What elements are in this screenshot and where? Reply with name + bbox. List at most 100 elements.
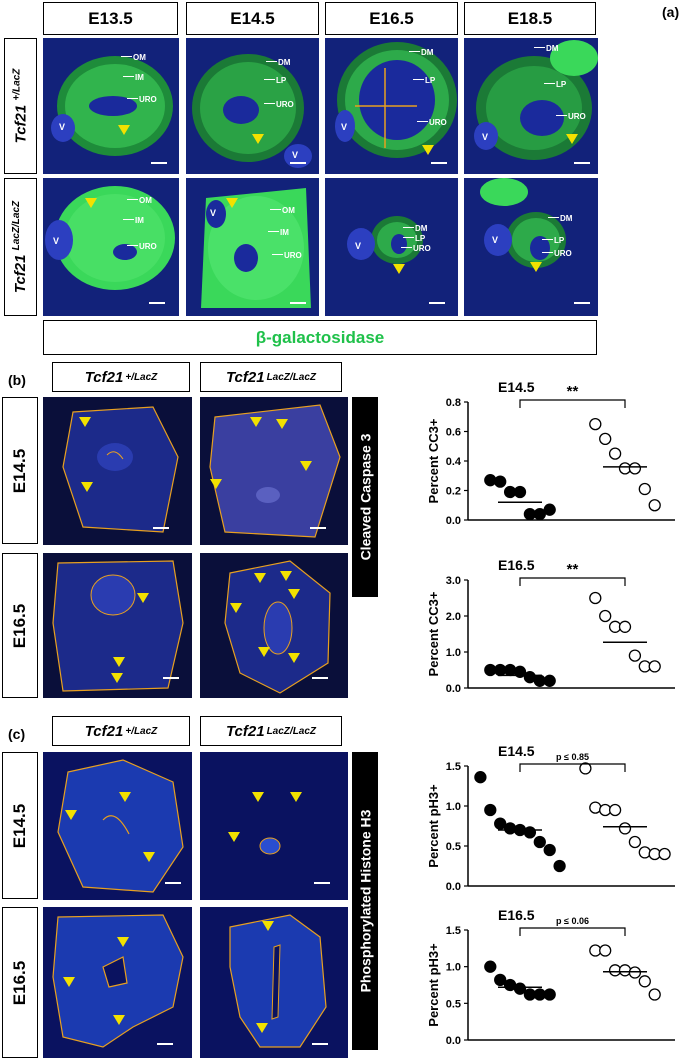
chart-cc3-e14: E14.5 Percent CC3+ 0.0 0.2 0.4 0.6 0.8 ** xyxy=(426,379,675,527)
label-v: V xyxy=(53,236,60,246)
scale-bar xyxy=(149,302,165,304)
data-point xyxy=(533,507,546,521)
data-point xyxy=(579,762,592,775)
scale-bar xyxy=(429,302,445,304)
label-v: V xyxy=(482,132,489,142)
arrowhead xyxy=(300,461,312,471)
arrowhead xyxy=(280,571,292,581)
arrowhead xyxy=(117,937,129,947)
row-label-e16: E16.5 xyxy=(2,907,38,1058)
arrowhead xyxy=(256,1023,268,1033)
arrowhead xyxy=(252,134,264,144)
data-point xyxy=(628,649,642,662)
label-uro: URO xyxy=(127,95,157,104)
stain-label-cc3: Cleaved Caspase 3 xyxy=(352,397,378,597)
data-point xyxy=(648,499,661,512)
column-header-het: Tcf21 +/LacZ xyxy=(52,716,190,746)
label-lp: LP xyxy=(412,76,436,85)
significance-bracket xyxy=(519,577,626,586)
data-point xyxy=(638,975,651,988)
label-om: OM xyxy=(127,196,152,205)
column-header-het: Tcf21 +/LacZ xyxy=(52,362,190,392)
data-point xyxy=(648,988,661,1001)
label-lp: LP xyxy=(541,236,565,245)
y-tick-label: 0.0 xyxy=(446,683,461,695)
significance-bracket xyxy=(519,927,626,936)
micrograph-ko-e14: OM IM URO V xyxy=(186,178,319,316)
label-uro: URO xyxy=(401,244,431,253)
arrowhead xyxy=(258,647,270,657)
row-label-e16: E16.5 xyxy=(2,553,38,698)
label-dm: DM xyxy=(408,48,434,57)
scale-bar xyxy=(163,677,179,679)
column-header-ko: Tcf21 LacZ/LacZ xyxy=(200,362,342,392)
y-tick-label: 1.0 xyxy=(446,962,461,974)
row-label-ko: Tcf21 LacZ/LacZ xyxy=(4,178,37,316)
scale-bar xyxy=(153,527,169,529)
data-point xyxy=(484,960,497,973)
label-v: V xyxy=(341,122,348,132)
scale-bar xyxy=(574,302,590,304)
chart-title: E14.5 xyxy=(498,743,535,759)
data-point xyxy=(533,835,546,849)
y-tick-label: 0.0 xyxy=(446,1035,461,1047)
data-point xyxy=(503,663,517,677)
y-tick-label: 0.5 xyxy=(446,841,461,853)
y-tick-label: 2.0 xyxy=(446,611,461,623)
micrograph-cc3-ko-e16 xyxy=(200,553,348,698)
y-tick-label: 0.4 xyxy=(446,456,462,468)
data-point xyxy=(474,771,487,784)
scale-bar xyxy=(290,302,306,304)
data-point xyxy=(638,846,651,859)
stain-label-bgal: β-galactosidase xyxy=(43,320,597,355)
data-point xyxy=(599,432,612,446)
data-point xyxy=(628,835,642,849)
arrowhead xyxy=(226,198,238,208)
data-point xyxy=(589,591,602,605)
significance-label: p ≤ 0.85 xyxy=(556,752,589,762)
label-lp: LP xyxy=(263,76,287,85)
data-point xyxy=(503,822,517,835)
label-uro: URO xyxy=(272,251,302,260)
arrowhead xyxy=(65,810,77,820)
panel-c-letter: (c) xyxy=(8,726,26,742)
micrograph-het-e13: OM IM URO V xyxy=(43,38,179,174)
chart-ph3-e16: E16.5 Percent pH3+ 0.0 0.5 1.0 1.5 p ≤ 0.06 xyxy=(426,907,675,1047)
label-lp: LP xyxy=(402,234,426,243)
data-point xyxy=(513,665,527,678)
arrowhead xyxy=(254,573,266,583)
chart-title: E16.5 xyxy=(498,907,535,923)
y-tick-label: 0.0 xyxy=(446,515,461,527)
data-point xyxy=(589,417,602,431)
arrowhead xyxy=(422,145,434,155)
scale-bar xyxy=(310,527,326,529)
label-dm: DM xyxy=(533,44,559,53)
y-axis-label: Percent pH3+ xyxy=(426,784,441,868)
arrowhead xyxy=(276,419,288,429)
label-im: IM xyxy=(123,216,144,225)
arrowhead xyxy=(566,134,578,144)
y-tick-label: 0.5 xyxy=(446,998,461,1010)
data-point xyxy=(599,609,612,623)
scale-bar xyxy=(165,882,181,884)
arrowhead xyxy=(230,603,242,613)
data-point xyxy=(494,973,507,987)
micrograph-cc3-het-e16 xyxy=(43,553,192,698)
label-uro: URO xyxy=(556,112,586,121)
label-om: OM xyxy=(270,206,295,215)
label-im: IM xyxy=(123,73,144,82)
significance-label: ** xyxy=(567,561,579,578)
arrowhead xyxy=(290,792,302,802)
arrowhead xyxy=(81,482,93,492)
data-point xyxy=(543,674,556,687)
stage-header-e13: E13.5 xyxy=(43,2,178,35)
arrowhead xyxy=(288,589,300,599)
arrowhead xyxy=(228,832,240,842)
scale-bar xyxy=(157,1043,173,1045)
arrowhead xyxy=(79,417,91,427)
scale-bar xyxy=(290,162,306,164)
micrograph-het-e18: DM LP URO V xyxy=(464,38,598,174)
row-label-e14: E14.5 xyxy=(2,752,38,899)
data-point xyxy=(618,964,632,977)
data-point xyxy=(628,462,642,475)
